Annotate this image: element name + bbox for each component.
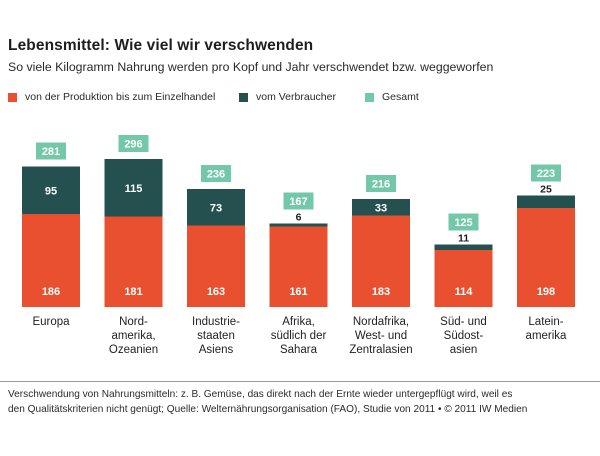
chart-title: Lebensmittel: Wie viel wir verschwenden [8, 37, 314, 54]
legend-swatch-gesamt [365, 92, 374, 102]
category-label-6-1: amerika [526, 330, 568, 342]
total-label-3: 167 [289, 196, 307, 208]
value-label-verbraucher-1: 115 [125, 183, 143, 195]
category-label-6-0: Latein- [528, 316, 563, 328]
value-label-verbraucher-0: 95 [45, 185, 57, 197]
category-label-0-0: Europa [32, 316, 70, 328]
category-label-5-1: Südost- [444, 330, 484, 342]
value-label-produktion-1: 181 [124, 286, 142, 298]
total-badge-0 [36, 142, 66, 160]
value-label-produktion-0: 186 [42, 286, 60, 298]
bar-verbraucher-0 [22, 166, 80, 214]
total-label-6: 223 [537, 168, 555, 180]
bar-produktion-4 [352, 215, 410, 307]
category-label-1-0: Nord- [119, 316, 148, 328]
value-label-verbraucher-2: 73 [210, 202, 222, 214]
footer-divider [0, 381, 600, 382]
total-label-1: 296 [124, 139, 142, 151]
category-label-3-2: Sahara [280, 344, 318, 356]
legend-item-produktion: von der Produktion bis zum Einzelhandel [8, 91, 215, 103]
total-badge-3 [283, 192, 314, 210]
total-badge-1 [118, 135, 149, 152]
total-label-4: 216 [372, 179, 390, 191]
bar-verbraucher-4 [352, 199, 410, 216]
legend-swatch-produktion [8, 92, 17, 102]
bar-produktion-6 [517, 208, 575, 307]
category-label-4-1: West- und [355, 330, 407, 342]
total-badge-2 [201, 165, 231, 182]
legend-label-verbraucher: vom Verbraucher [256, 91, 336, 103]
total-label-2: 236 [207, 169, 225, 181]
legend-swatch-verbraucher [239, 92, 248, 102]
total-badge-5 [448, 213, 479, 231]
bar-verbraucher-5 [434, 244, 493, 250]
bar-produktion-2 [187, 225, 245, 307]
category-label-5-0: Süd- und [440, 316, 487, 328]
category-label-5-2: asien [450, 344, 478, 356]
legend-label-produktion: von der Produktion bis zum Einzelhandel [25, 91, 216, 103]
category-label-4-0: Nordafrika, [353, 316, 409, 328]
value-label-produktion-5: 114 [455, 286, 474, 298]
value-label-verbraucher-5: 11 [458, 233, 469, 245]
total-label-0: 281 [42, 146, 60, 158]
legend-item-verbraucher: vom Verbraucher [239, 91, 336, 103]
footer-line-2: den Qualitätskriterien nicht genügt; Que… [8, 404, 528, 415]
legend-label-gesamt: Gesamt [382, 91, 419, 103]
category-label-2-1: staaten [197, 330, 235, 342]
bar-verbraucher-1 [104, 159, 163, 217]
bar-produktion-5 [434, 250, 493, 307]
category-label-3-0: Afrika, [282, 316, 315, 328]
category-label-2-2: Asiens [199, 344, 234, 356]
footer-note: Verschwendung von Nahrungsmitteln: z. B.… [8, 387, 596, 417]
bar-verbraucher-3 [269, 223, 328, 227]
value-label-verbraucher-3: 6 [296, 212, 302, 224]
value-label-verbraucher-6: 25 [540, 184, 552, 196]
total-badge-6 [531, 164, 561, 182]
value-label-produktion-3: 161 [289, 286, 307, 298]
bar-produktion-0 [22, 214, 80, 307]
total-badge-4 [366, 175, 396, 192]
bar-produktion-3 [269, 226, 328, 307]
bar-verbraucher-6 [517, 195, 575, 208]
category-label-3-1: südlich der [271, 330, 327, 342]
bar-produktion-1 [104, 216, 163, 307]
value-label-produktion-6: 198 [537, 286, 555, 298]
category-label-1-2: Ozeanien [109, 344, 158, 356]
value-label-produktion-2: 163 [207, 286, 225, 298]
value-label-produktion-4: 183 [372, 286, 390, 298]
legend-item-gesamt: Gesamt [365, 91, 419, 103]
stacked-bar-chart: 186 95 281 Europa 181 115 296 Nord-amerika, Ozea… [22, 135, 575, 356]
footer-line-1: Verschwendung von Nahrungsmitteln: z. B.… [8, 389, 513, 400]
bar-verbraucher-2 [187, 189, 245, 226]
category-label-2-0: Industrie- [192, 316, 240, 328]
value-label-verbraucher-4: 33 [375, 202, 387, 214]
category-label-4-2: Zentralasien [349, 344, 412, 356]
category-label-1-1: amerika, [111, 330, 155, 342]
total-label-5: 125 [454, 217, 472, 229]
chart-subtitle: So viele Kilogramm Nahrung werden pro Ko… [8, 60, 494, 74]
